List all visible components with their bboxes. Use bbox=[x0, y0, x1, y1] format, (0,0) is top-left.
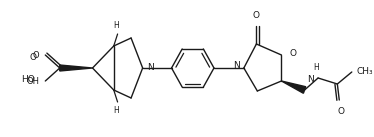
Text: H: H bbox=[114, 106, 120, 115]
Text: O: O bbox=[289, 48, 296, 58]
Text: N: N bbox=[147, 62, 154, 72]
Text: H: H bbox=[114, 21, 120, 30]
Text: O: O bbox=[338, 107, 345, 116]
Text: HO: HO bbox=[21, 75, 35, 85]
Polygon shape bbox=[282, 81, 306, 93]
Text: H: H bbox=[313, 63, 319, 72]
Text: OH: OH bbox=[27, 76, 40, 85]
Text: N: N bbox=[307, 75, 314, 85]
Text: N: N bbox=[233, 62, 240, 71]
Text: O: O bbox=[33, 51, 40, 59]
Polygon shape bbox=[60, 65, 92, 71]
Text: CH₃: CH₃ bbox=[357, 68, 373, 76]
Text: O: O bbox=[253, 11, 260, 20]
Text: O: O bbox=[30, 52, 37, 62]
